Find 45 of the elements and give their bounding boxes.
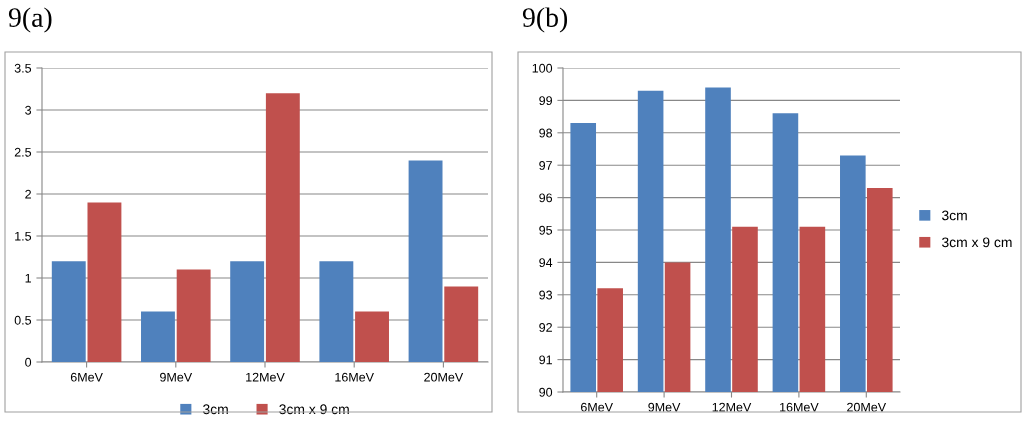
bar xyxy=(408,160,443,362)
legend-label: 3cm xyxy=(203,404,228,415)
y-tick-label: 2 xyxy=(25,189,31,199)
x-tick-label: 6MeV xyxy=(70,372,103,382)
bar xyxy=(355,311,389,362)
y-tick-label: 93 xyxy=(539,290,553,300)
legend-label: 3cm x 9 cm xyxy=(941,237,1012,248)
bar xyxy=(141,311,175,362)
x-tick-label: 16MeV xyxy=(335,372,374,382)
y-tick-label: 0 xyxy=(25,357,32,367)
y-tick-label: 97 xyxy=(539,161,552,170)
y-tick-label: 3 xyxy=(25,105,32,115)
y-tick-label: 96 xyxy=(539,193,553,203)
y-tick-label: 94 xyxy=(539,258,553,268)
x-tick-label: 9MeV xyxy=(648,402,681,412)
y-tick-label: 90 xyxy=(539,387,553,397)
bar xyxy=(444,286,479,362)
chart-title: 9(b) xyxy=(522,7,568,33)
y-tick-label: 1 xyxy=(25,273,31,283)
y-tick-label: 92 xyxy=(539,323,552,332)
bar xyxy=(265,93,300,362)
x-tick-label: 12MeV xyxy=(712,402,752,412)
bar xyxy=(176,269,211,362)
x-tick-label: 6MeV xyxy=(581,402,613,412)
y-tick-label: 100 xyxy=(532,63,553,73)
bar xyxy=(230,261,265,362)
bar xyxy=(319,261,354,362)
x-tick-label: 20MeV xyxy=(424,372,464,382)
y-tick-label: 95 xyxy=(539,225,553,235)
legend-label: 3cm xyxy=(941,210,967,221)
y-tick-label: 98 xyxy=(539,128,553,138)
y-tick-label: 1.5 xyxy=(15,231,32,241)
x-tick-label: 16MeV xyxy=(780,402,819,412)
bar xyxy=(87,202,122,362)
legend-label: 3cm x 9 cm xyxy=(279,404,349,415)
y-tick-label: 0.5 xyxy=(14,315,32,325)
y-tick-label: 2.5 xyxy=(14,147,32,157)
chart-title: 9(a) xyxy=(8,7,52,33)
x-tick-label: 20MeV xyxy=(847,402,887,412)
bar xyxy=(51,261,86,362)
y-tick-label: 3.5 xyxy=(14,63,32,73)
y-tick-label: 99 xyxy=(539,96,552,106)
y-tick-label: 91 xyxy=(539,355,552,365)
x-tick-label: 9MeV xyxy=(160,372,193,382)
x-tick-label: 12MeV xyxy=(246,372,285,382)
